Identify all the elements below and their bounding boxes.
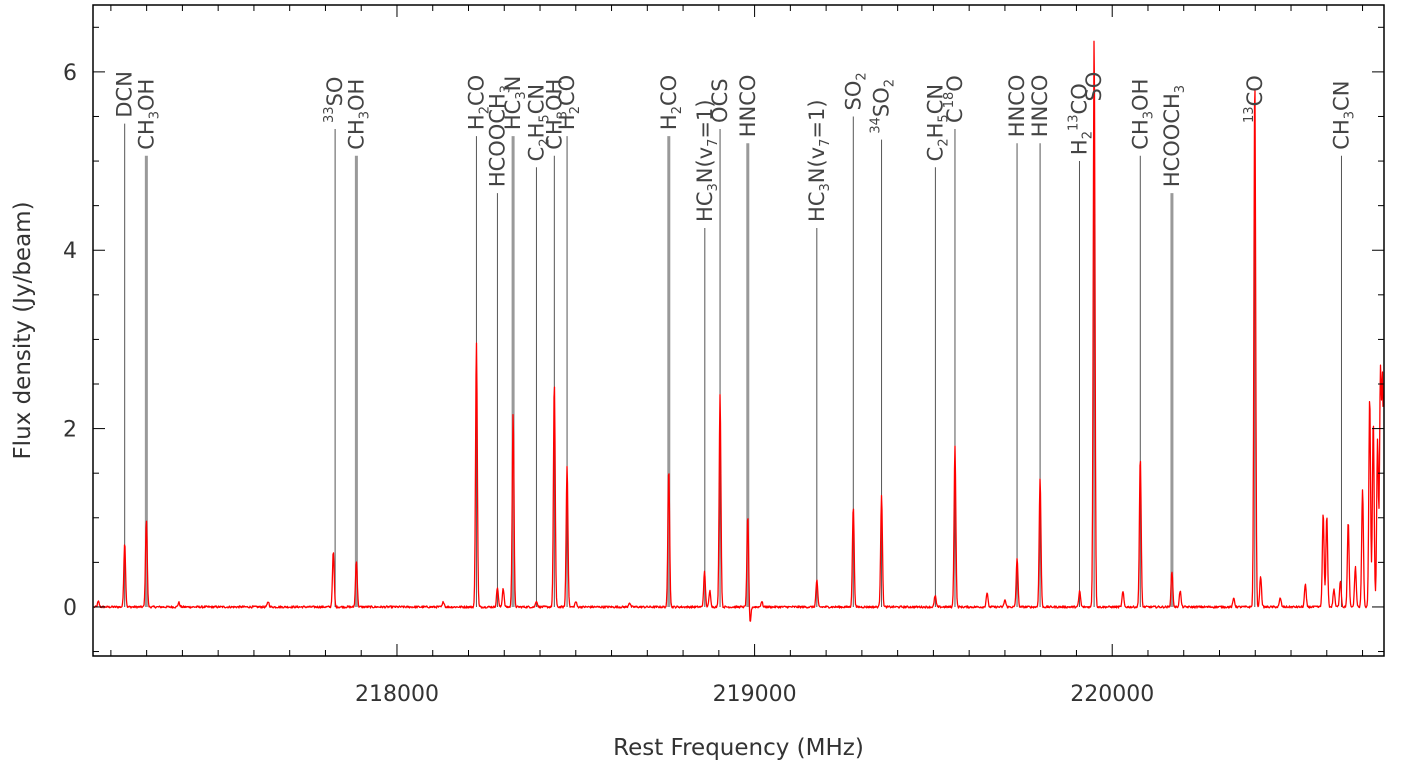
axes-layer (92, 4, 1385, 657)
line-label: C2​H5​CN (923, 84, 951, 161)
line-label: OCS (708, 78, 732, 123)
line-label: HNCO (1005, 75, 1029, 138)
spectrum-layer (93, 40, 1384, 622)
line-markers-layer (124, 107, 1342, 607)
line-label: C2​H5​CN (524, 84, 552, 161)
line-label: HNCO (1028, 75, 1052, 138)
line-label: CH3​OH (134, 79, 162, 150)
line-label: HC3​N (501, 76, 529, 130)
line-label: HNCO (736, 75, 760, 138)
x-axis-title: Rest Frequency (MHz) (613, 735, 864, 761)
x-tick-label: 220000 (1070, 682, 1154, 707)
y-axis-title: Flux density (Jy/beam) (10, 201, 36, 459)
spectrum-series-line (93, 40, 1384, 622)
line-label: H2​13​CO (1066, 83, 1095, 155)
line-label: 13​CO (1242, 75, 1267, 123)
line-label: HCOOCH3​ (1160, 85, 1188, 187)
y-tick-label: 4 (63, 239, 77, 264)
line-label: HCOOCH3​ (485, 85, 513, 187)
line-label: 33​SO (322, 77, 347, 123)
line-label: CH3​OH (344, 79, 372, 150)
line-labels-layer: DCNCH3​OH33​SOCH3​OHH2​COHCOOCH3​HC3​NC2… (113, 71, 1358, 222)
plot-frame (92, 4, 1385, 657)
line-label: H2​CO (657, 75, 685, 130)
y-tick-label: 2 (63, 418, 77, 443)
line-label: 34​SO2​ (869, 79, 898, 134)
line-label: H2​CO (555, 75, 583, 130)
line-label: C18​O (942, 75, 967, 123)
ticks-layer: 218000 219000 220000 0 2 4 6 (63, 5, 1384, 707)
y-tick-label: 6 (63, 61, 77, 86)
x-tick-label: 218000 (355, 682, 439, 707)
line-label: DCN (113, 71, 137, 118)
line-label: H2​CO (464, 75, 492, 130)
line-label: HC3​N(v7​=1) (693, 99, 721, 222)
line-label: SO (1082, 72, 1106, 102)
line-label: CH3​OH (1128, 79, 1156, 150)
line-label: HC3​N(v7​=1) (805, 99, 833, 222)
line-label: CH3​OH (542, 79, 570, 150)
y-tick-label: 0 (63, 596, 77, 621)
x-tick-label: 219000 (713, 682, 797, 707)
line-label: SO2​ (841, 72, 869, 110)
line-label: CH3​CN (1329, 81, 1357, 150)
